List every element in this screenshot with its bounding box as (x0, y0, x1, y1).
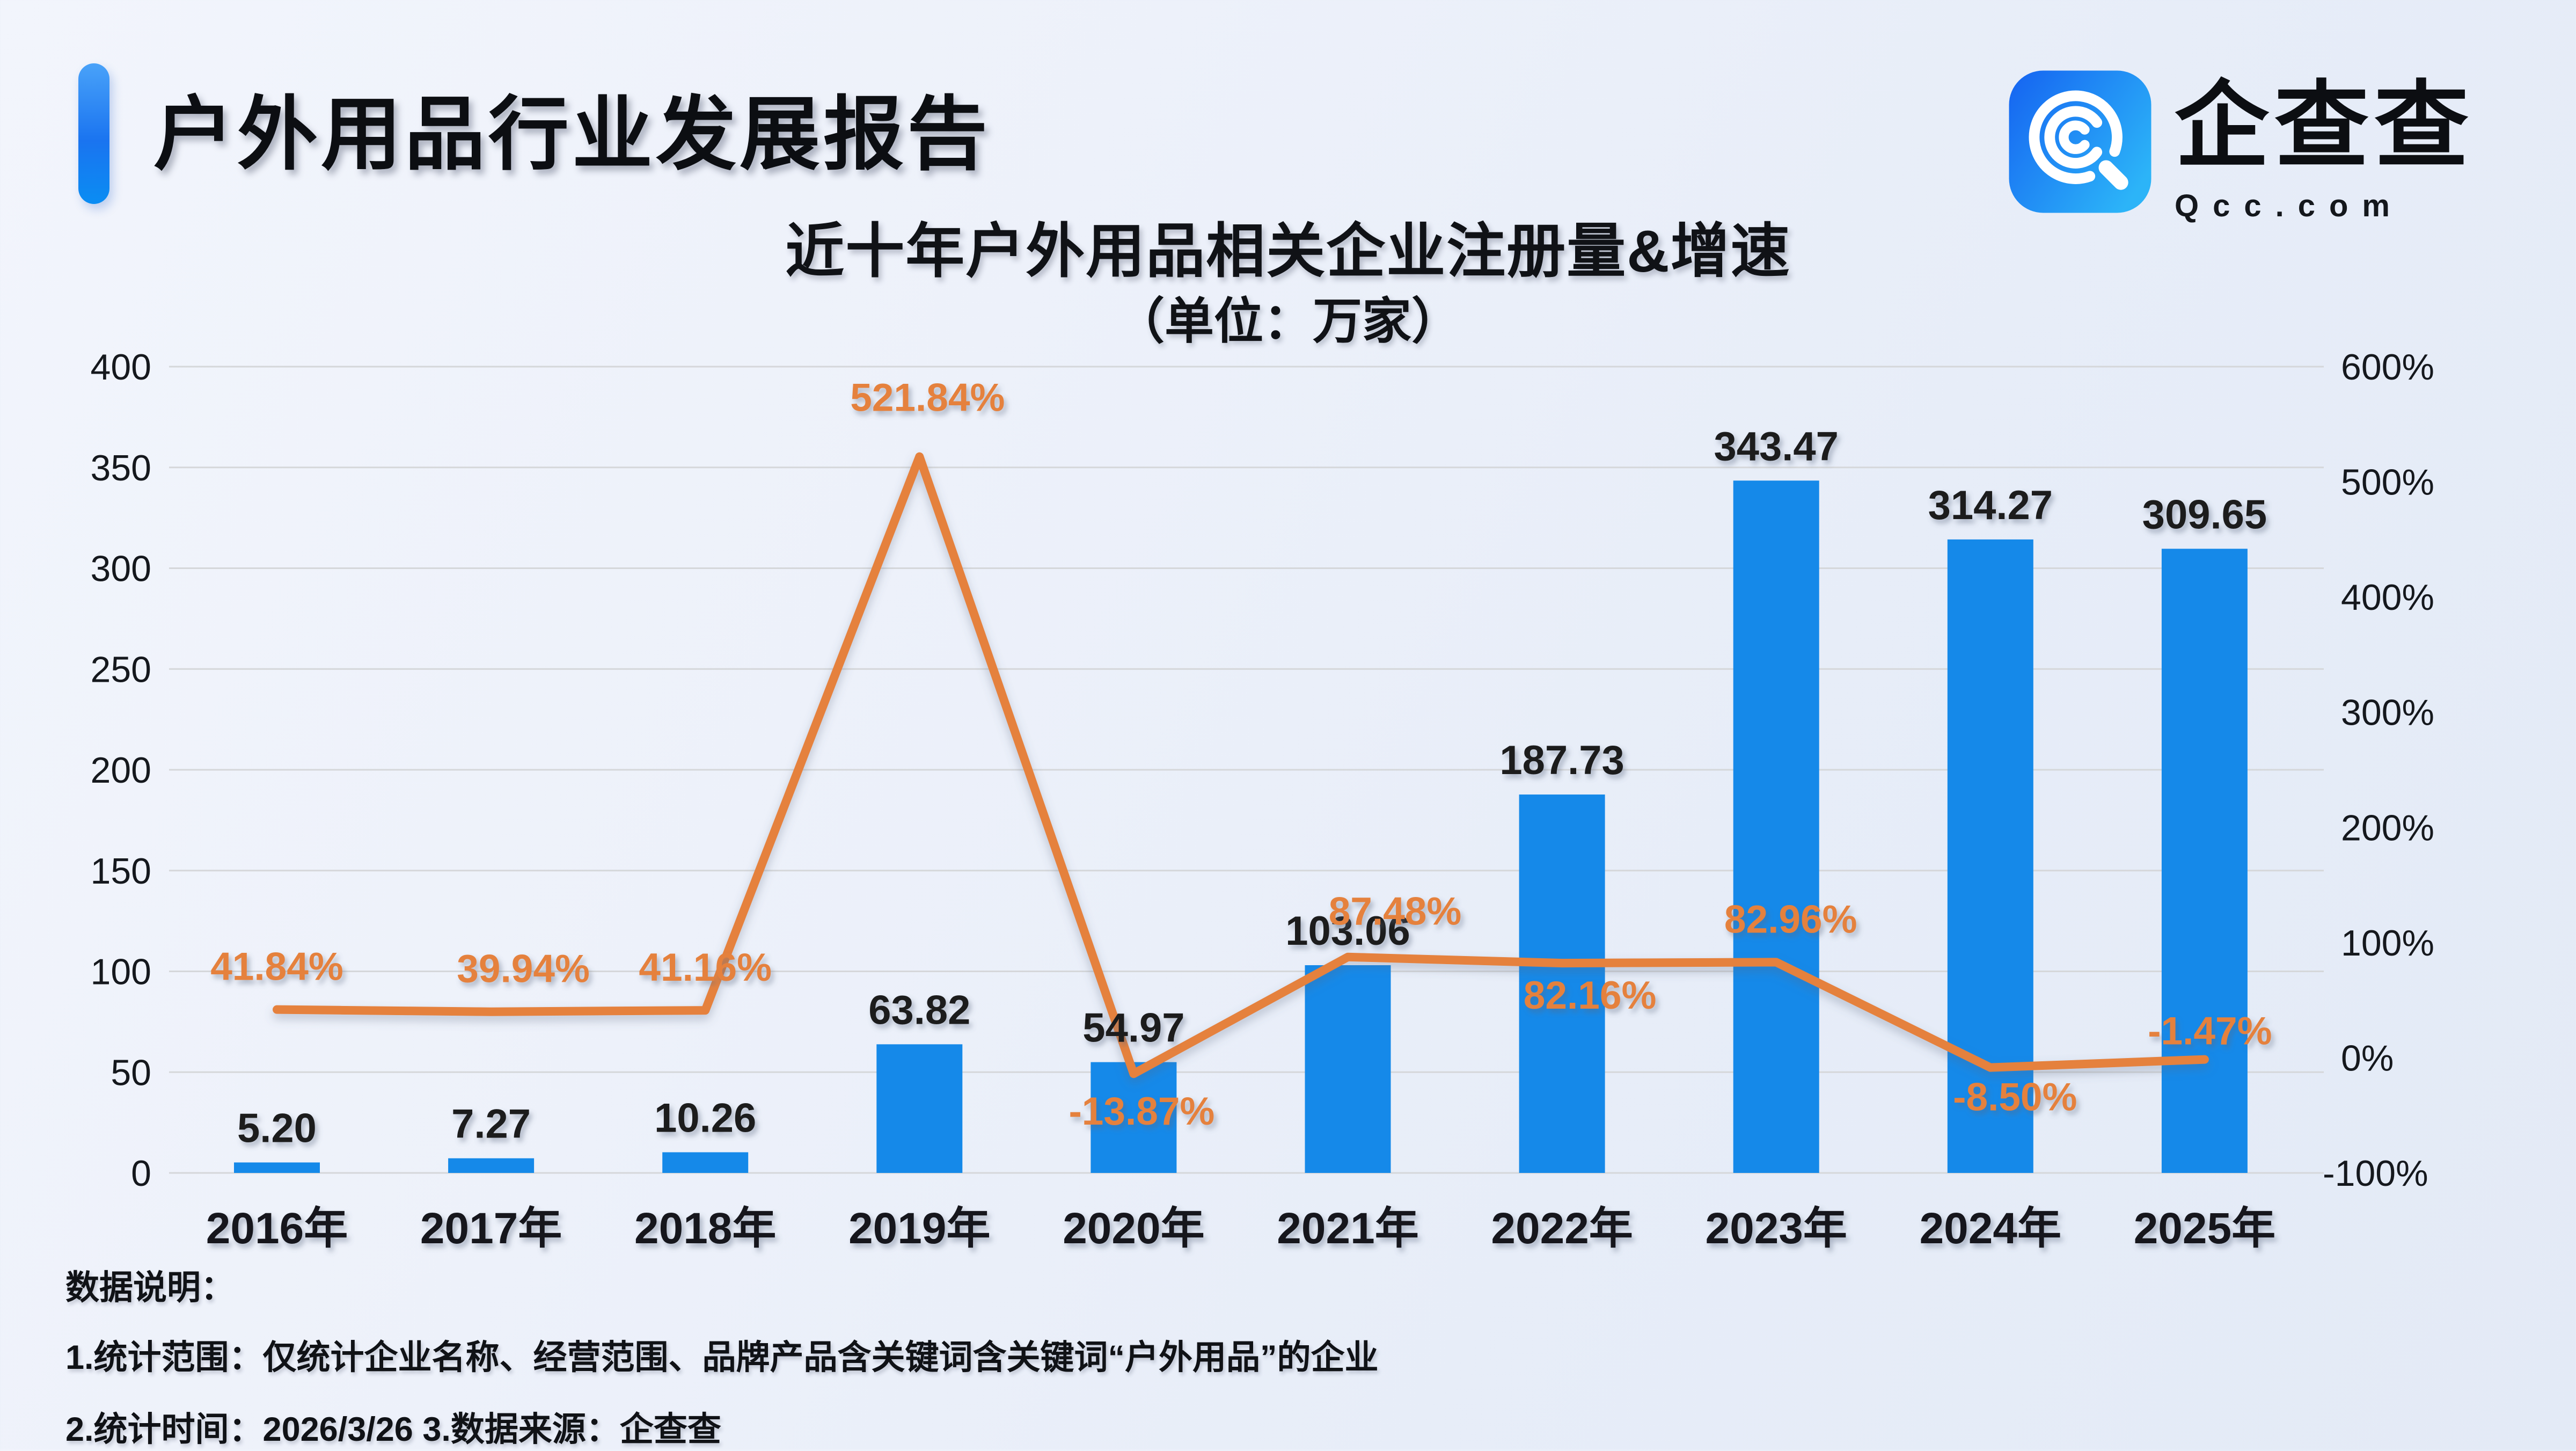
svg-text:2017年: 2017年 (420, 1204, 562, 1253)
svg-text:400: 400 (91, 347, 151, 388)
svg-text:2018年: 2018年 (634, 1204, 776, 1253)
svg-text:309.65: 309.65 (2142, 492, 2267, 537)
svg-text:0: 0 (131, 1153, 151, 1194)
svg-text:41.16%: 41.16% (639, 946, 772, 989)
qcc-brand-name: 企查查 (2174, 74, 2474, 179)
svg-text:50: 50 (111, 1052, 151, 1093)
bar-2025年 (2161, 549, 2248, 1173)
bar-series-registrations (234, 480, 2248, 1173)
svg-text:300%: 300% (2341, 692, 2434, 733)
right-axis-ticks: 600% 500% 400% 300% 200% 100% 0% -100% (2323, 347, 2434, 1194)
qcc-logo: 企查查 Qcc.com (2006, 68, 2474, 224)
bar-2017年 (448, 1158, 535, 1173)
bar-2016年 (234, 1162, 320, 1173)
svg-text:100: 100 (91, 952, 151, 993)
svg-text:2021年: 2021年 (1277, 1204, 1418, 1253)
svg-text:82.16%: 82.16% (1524, 974, 1657, 1017)
data-notes-scope: 1.统计范围：仅统计企业名称、经营范围、品牌产品含关键词含关键词“户外用品”的企… (65, 1339, 1379, 1376)
left-axis-ticks: 400 350 300 250 200 150 100 50 0 (91, 347, 151, 1194)
svg-text:87.48%: 87.48% (1329, 890, 1462, 934)
svg-text:41.84%: 41.84% (210, 945, 343, 989)
svg-text:250: 250 (91, 649, 151, 690)
bar-2023年 (1733, 480, 1819, 1173)
svg-text:400%: 400% (2341, 577, 2434, 618)
svg-text:314.27: 314.27 (1928, 483, 2053, 528)
svg-text:2024年: 2024年 (1920, 1204, 2061, 1253)
svg-text:100%: 100% (2341, 923, 2434, 964)
svg-text:600%: 600% (2341, 347, 2434, 388)
bar-2018年 (662, 1152, 749, 1173)
data-notes-heading: 数据说明： (65, 1269, 235, 1307)
chart-title: 近十年户外用品相关企业注册量&增速 (785, 218, 1791, 285)
bar-2020年 (1091, 1062, 1177, 1173)
svg-text:-100%: -100% (2323, 1153, 2428, 1194)
bar-2019年 (876, 1044, 963, 1173)
svg-text:10.26: 10.26 (654, 1095, 756, 1141)
line-series-growth-rate (273, 452, 2209, 1078)
bar-2021年 (1305, 965, 1391, 1173)
svg-text:2022年: 2022年 (1491, 1204, 1633, 1253)
svg-text:200: 200 (91, 750, 151, 791)
svg-text:82.96%: 82.96% (1724, 898, 1857, 941)
svg-text:54.97: 54.97 (1082, 1005, 1184, 1051)
svg-text:350: 350 (91, 448, 151, 488)
svg-text:63.82: 63.82 (868, 987, 970, 1033)
svg-text:5.20: 5.20 (237, 1105, 317, 1151)
svg-text:300: 300 (91, 549, 151, 589)
qcc-domain: Qcc.com (2174, 188, 2404, 223)
chart-subtitle: （单位：万家） (1115, 294, 1461, 349)
data-notes-time-source: 2.统计时间：2026/3/26 3.数据来源：企查查 (65, 1411, 721, 1448)
growth-rate-labels: 41.84% 39.94% 41.16% 521.84% -13.87% 87.48% 82… (210, 376, 2272, 1133)
svg-text:150: 150 (91, 851, 151, 892)
svg-text:-13.87%: -13.87% (1069, 1090, 1214, 1133)
svg-text:2020年: 2020年 (1063, 1204, 1204, 1253)
svg-text:500%: 500% (2341, 462, 2434, 503)
svg-text:200%: 200% (2341, 807, 2434, 848)
svg-text:187.73: 187.73 (1499, 738, 1624, 783)
bar-2022年 (1519, 794, 1605, 1173)
svg-text:2016年: 2016年 (206, 1204, 348, 1253)
svg-text:7.27: 7.27 (451, 1102, 531, 1147)
svg-text:2023年: 2023年 (1705, 1204, 1847, 1253)
svg-text:521.84%: 521.84% (850, 376, 1005, 420)
svg-text:2019年: 2019年 (848, 1204, 990, 1253)
svg-text:343.47: 343.47 (1714, 424, 1838, 469)
svg-text:-1.47%: -1.47% (2148, 1010, 2272, 1053)
title-accent-bar (78, 63, 109, 204)
svg-text:2025年: 2025年 (2134, 1204, 2275, 1253)
svg-text:103.06: 103.06 (1285, 908, 1410, 954)
x-axis-year-labels: 2016年 2017年 2018年 2019年 2020年 2021年 2022年 2023年… (206, 1204, 2275, 1253)
svg-text:39.94%: 39.94% (457, 947, 590, 991)
qcc-magnifier-spiral-icon (2009, 70, 2151, 213)
page-title: 户外用品行业发展报告 (153, 89, 991, 179)
qcc-logo-text: 企查查 Qcc.com (2175, 68, 2474, 224)
svg-text:0%: 0% (2341, 1038, 2394, 1078)
svg-text:-8.50%: -8.50% (1953, 1076, 2077, 1119)
bar-value-labels: 5.20 7.27 10.26 63.82 54.97 103.06 187.73 343.4… (237, 424, 2267, 1151)
